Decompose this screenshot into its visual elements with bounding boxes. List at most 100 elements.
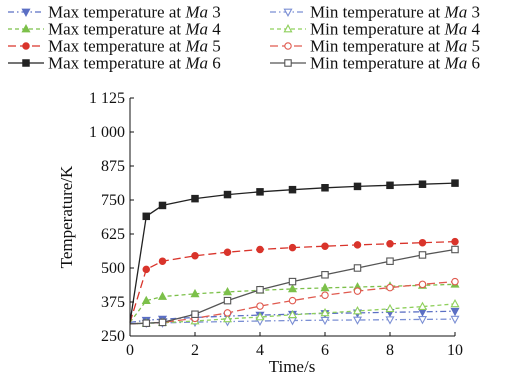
data-point	[418, 251, 427, 259]
data-point	[418, 280, 427, 289]
x-tick-label: 0	[126, 342, 134, 359]
x-tick-label: 8	[386, 342, 394, 359]
legend-item: Min temperature at Ma 6	[270, 54, 480, 73]
data-point	[191, 310, 199, 318]
data-point	[417, 308, 428, 317]
data-point	[385, 303, 395, 313]
y-axis-title: Temperature/K	[57, 165, 76, 268]
data-point	[142, 319, 151, 327]
data-point	[191, 252, 199, 260]
data-point	[451, 245, 459, 254]
y-tick-label: 750	[101, 192, 125, 209]
legend-label: Min temperature at Ma 4	[310, 20, 480, 39]
legend-marker	[283, 8, 293, 17]
legend-item: Max temperature at Ma 5	[8, 37, 221, 56]
legend-item: Min temperature at Ma 3	[270, 3, 480, 22]
data-point	[256, 188, 264, 196]
y-tick-label: 375	[101, 294, 125, 311]
y-tick-label: 500	[101, 260, 125, 277]
data-point	[158, 201, 167, 210]
data-point	[418, 238, 427, 247]
series-3	[129, 279, 460, 323]
data-point	[287, 309, 298, 319]
data-point	[287, 283, 298, 293]
data-point	[142, 212, 151, 221]
data-point	[158, 318, 167, 327]
data-point	[222, 313, 233, 323]
legend-label: Min temperature at Ma 6	[310, 54, 480, 73]
data-point	[222, 286, 233, 296]
data-point	[191, 194, 199, 203]
data-point	[288, 185, 297, 194]
data-point	[158, 257, 167, 265]
data-point	[451, 277, 459, 286]
y-tick-label: 1 125	[89, 90, 125, 107]
legend-label: Min temperature at Ma 5	[310, 37, 480, 56]
legend-item: Min temperature at Ma 5	[270, 37, 480, 56]
data-point	[451, 179, 459, 187]
legend-label: Min temperature at Ma 3	[310, 3, 480, 22]
data-point	[256, 245, 264, 254]
x-tick-label: 10	[447, 342, 463, 359]
data-point	[223, 248, 232, 256]
legend-item: Max temperature at Ma 3	[8, 3, 221, 22]
data-point	[320, 282, 330, 292]
legend-item: Max temperature at Ma 4	[8, 20, 221, 39]
x-tick-label: 4	[256, 342, 264, 359]
x-tick-label: 6	[321, 342, 329, 359]
series-5	[129, 237, 459, 323]
data-point	[288, 243, 297, 252]
series-line	[129, 240, 456, 323]
data-point	[190, 288, 200, 298]
legend-label: Max temperature at Ma 3	[48, 3, 221, 22]
series-layer	[129, 179, 460, 329]
x-tick-label: 2	[191, 342, 199, 359]
legend-marker	[21, 24, 31, 33]
legend-item: Min temperature at Ma 4	[270, 20, 480, 39]
data-point	[320, 307, 330, 317]
legend-marker	[283, 24, 293, 33]
legend-marker	[284, 59, 292, 67]
legend-marker	[21, 8, 31, 17]
data-point	[353, 241, 362, 249]
legend-marker	[284, 42, 292, 50]
series-line	[129, 283, 456, 323]
data-point	[142, 265, 151, 274]
data-point	[256, 302, 264, 310]
x-axis-title: Time/s	[269, 357, 316, 376]
y-ticks: 250 375 500 625 750 875 1 000 1 125	[89, 90, 134, 345]
data-point	[321, 184, 329, 192]
y-tick-label: 625	[101, 226, 125, 243]
data-point	[450, 315, 460, 325]
data-point	[450, 298, 460, 308]
data-point	[386, 181, 394, 190]
series-7	[129, 179, 459, 323]
data-point	[321, 242, 329, 250]
data-point	[157, 291, 168, 300]
x-ticks: 0 2 4 6 8 10	[126, 332, 463, 359]
data-point	[288, 296, 297, 305]
data-point	[386, 283, 394, 292]
data-point	[223, 190, 232, 199]
data-point	[141, 295, 151, 304]
data-point	[386, 240, 394, 248]
data-point	[353, 264, 362, 272]
plot-area: 0 2 4 6 8 10 250 375 500 625 750 875 1 000 1 125	[89, 90, 463, 359]
data-point	[352, 316, 363, 325]
data-point	[223, 309, 232, 317]
data-point	[417, 316, 428, 325]
y-tick-label: 875	[101, 158, 125, 175]
data-point	[321, 291, 329, 299]
data-point	[320, 316, 330, 326]
data-point	[418, 180, 427, 188]
legend-marker	[22, 59, 30, 67]
y-tick-label: 1 000	[89, 124, 125, 141]
data-point	[288, 277, 297, 286]
data-point	[352, 306, 363, 315]
data-point	[386, 257, 394, 265]
data-point	[353, 182, 362, 191]
series-8	[129, 245, 459, 327]
data-point	[223, 296, 232, 305]
legend-label: Max temperature at Ma 6	[48, 54, 221, 73]
